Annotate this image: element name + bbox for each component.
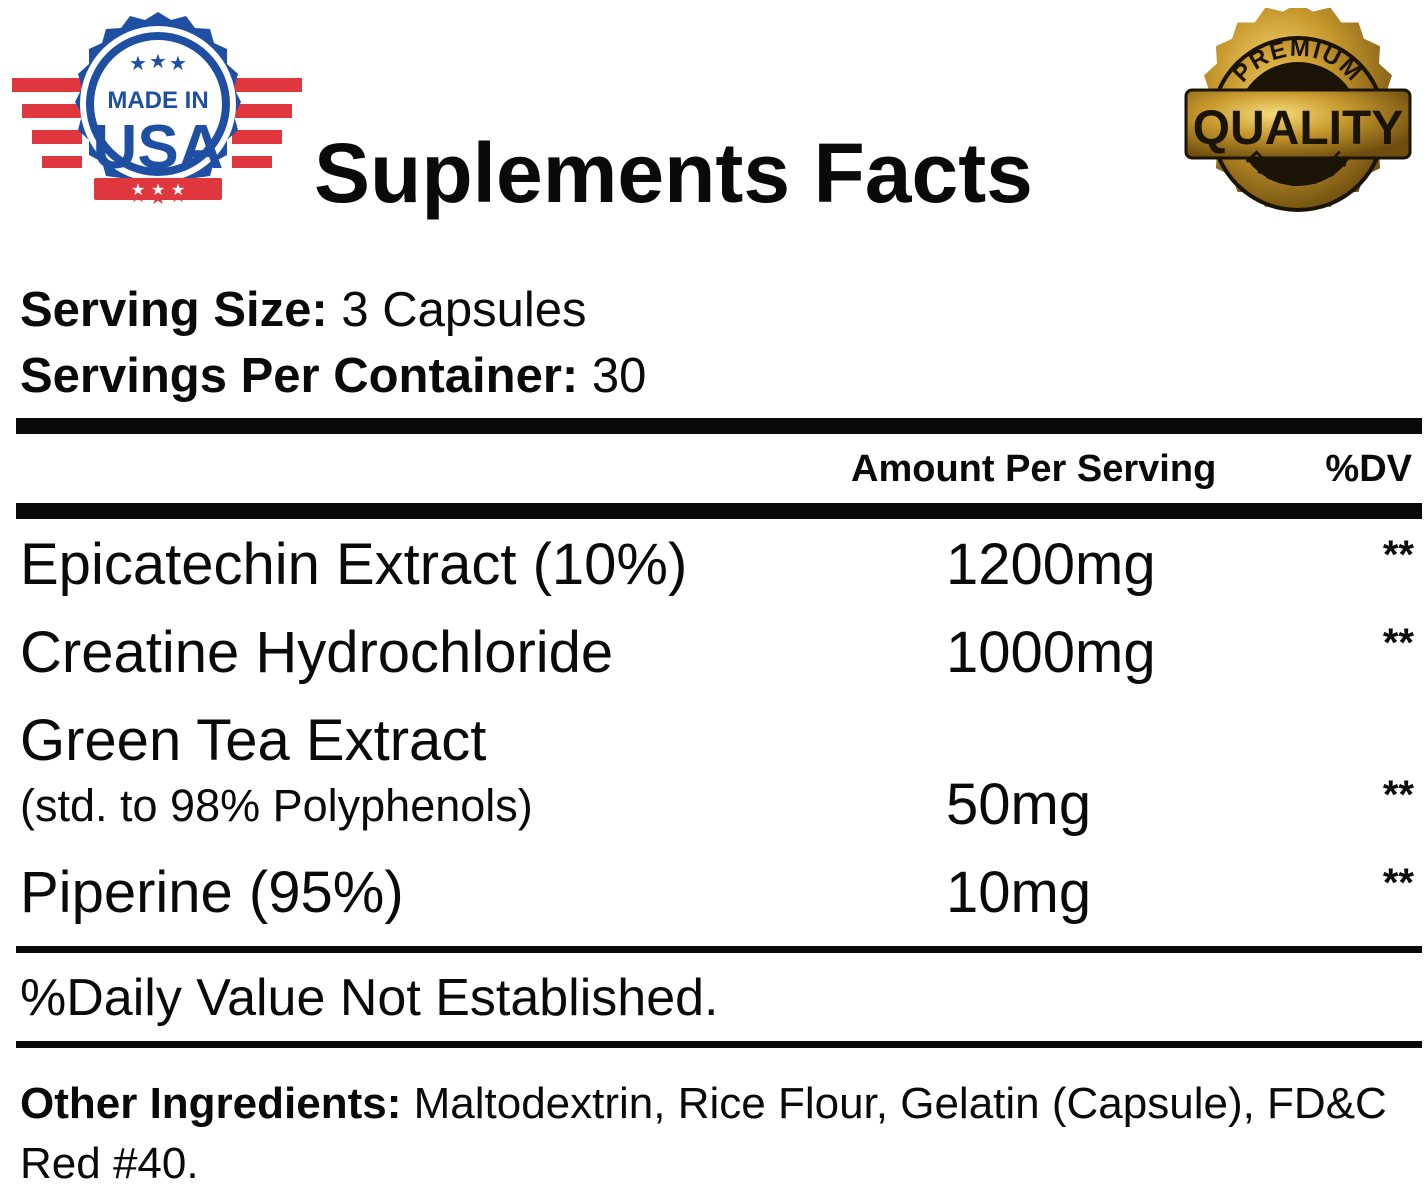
nutrient-name: Creatine Hydrochloride — [20, 620, 614, 685]
quality-banner — [1184, 88, 1412, 160]
nutrient-amount: 1000mg — [946, 620, 1156, 685]
stripe-right-2 — [232, 104, 292, 118]
svg-text:★: ★ — [171, 180, 185, 199]
divider-thick-header — [16, 503, 1422, 519]
nutrient-dv: ** — [1382, 533, 1414, 577]
servings-per-container-value: 30 — [591, 349, 647, 403]
svg-text:★: ★ — [151, 180, 165, 199]
nutrient-dv: ** — [1382, 773, 1414, 817]
stripe-left-3 — [32, 130, 82, 144]
svg-text:★: ★ — [131, 180, 145, 199]
nutrient-amount: 50mg — [946, 772, 1092, 837]
servings-per-container-label: Servings Per Container: — [20, 349, 579, 403]
nutrient-amount: 10mg — [946, 860, 1092, 925]
premium-quality-badge: PREMIUM QUALITY PRODUCT — [1180, 3, 1416, 240]
page-title: Suplements Facts — [314, 126, 1033, 220]
svg-text:★: ★ — [149, 49, 167, 73]
svg-text:★: ★ — [129, 51, 147, 75]
divider-bottom-table — [16, 946, 1422, 953]
stripe-left-4 — [42, 156, 82, 168]
made-in-usa-seal-icon: ★★★ ★★★ MADE IN USA ★★★ — [12, 12, 302, 209]
header-amount-per-serving: Amount Per Serving — [851, 448, 1217, 490]
other-ingredients-text: Maltodextrin, Rice Flour, Gelatin (Capsu… — [20, 1079, 1387, 1188]
stripe-left-1 — [12, 78, 82, 92]
serving-size-value: 3 Capsules — [341, 283, 587, 337]
quality-center-text: QUALITY — [1193, 102, 1404, 155]
header-daily-value: %DV — [1325, 448, 1412, 490]
svg-text:★: ★ — [169, 51, 187, 75]
divider-thick-top — [16, 418, 1422, 434]
usa-badge-ribbon — [94, 178, 222, 200]
usa-badge-line1: MADE IN — [107, 87, 208, 114]
made-in-usa-badge: ★★★ ★★★ MADE IN USA ★★★ — [10, 8, 306, 228]
stripe-right-1 — [232, 78, 302, 92]
nutrient-name: Epicatechin Extract (10%) — [20, 532, 688, 597]
other-ingredients: Other Ingredients: Maltodextrin, Rice Fl… — [20, 1074, 1420, 1194]
servings-per-container: Servings Per Container: 30 — [20, 346, 646, 406]
stripe-right-3 — [232, 130, 282, 144]
daily-value-footnote: %Daily Value Not Established. — [20, 969, 719, 1027]
nutrient-dv: ** — [1382, 861, 1414, 905]
nutrient-subname: (std. to 98% Polyphenols) — [20, 780, 533, 831]
serving-size: Serving Size: 3 Capsules — [20, 280, 587, 340]
nutrient-dv: ** — [1382, 621, 1414, 665]
stripe-left-2 — [22, 104, 82, 118]
nutrient-amount: 1200mg — [946, 532, 1156, 597]
usa-badge-line2: USA — [93, 113, 224, 182]
nutrient-name: Green Tea Extract — [20, 708, 487, 773]
divider-footnote — [16, 1041, 1422, 1048]
stripe-right-4 — [232, 156, 272, 168]
other-ingredients-label: Other Ingredients: — [20, 1079, 402, 1128]
nutrient-name: Piperine (95%) — [20, 860, 404, 925]
premium-quality-seal-icon: PREMIUM QUALITY PRODUCT — [1184, 3, 1412, 212]
serving-size-label: Serving Size: — [20, 283, 328, 337]
